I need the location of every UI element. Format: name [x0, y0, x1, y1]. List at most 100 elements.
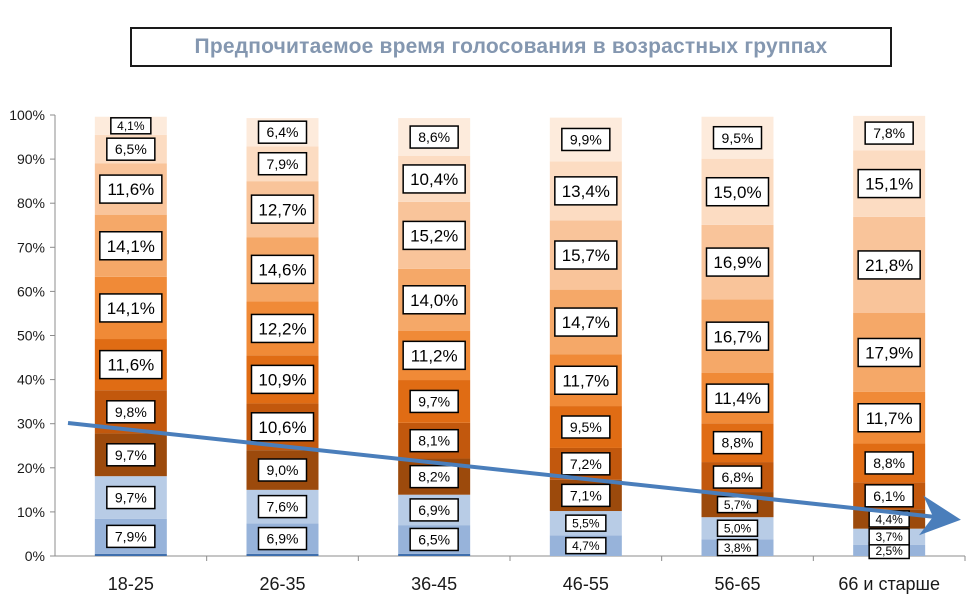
- data-label: 5,7%: [724, 498, 752, 512]
- data-label: 4,1%: [117, 119, 145, 133]
- data-label: 15,0%: [713, 183, 761, 202]
- labels-group: 7,9% 9,7% 9,7% 9,8% 11,6% 14,1% 14,1% 11,6% 6,5%…: [99, 117, 921, 560]
- y-tick-label: 0%: [25, 548, 45, 564]
- data-label-box: [565, 514, 607, 532]
- data-label-box: [409, 125, 459, 149]
- data-label: 7,9%: [115, 528, 147, 544]
- data-label-box: [257, 526, 308, 551]
- data-label: 6,5%: [115, 141, 147, 157]
- data-label: 6,4%: [267, 124, 299, 140]
- data-label-box: [106, 400, 156, 424]
- data-label: 6,9%: [418, 502, 450, 518]
- data-label: 10,6%: [258, 418, 306, 437]
- bar-segment: [398, 553, 471, 556]
- data-label-box: [864, 121, 914, 145]
- data-label: 14,7%: [562, 313, 610, 332]
- data-label: 8,1%: [418, 433, 450, 449]
- data-label: 9,7%: [418, 393, 450, 409]
- data-label: 5,0%: [724, 522, 752, 536]
- data-label: 4,7%: [572, 539, 600, 553]
- data-label-box: [561, 127, 611, 152]
- data-label-box: [554, 307, 618, 337]
- data-label-box: [99, 231, 163, 261]
- bars-group: [94, 115, 926, 556]
- data-label: 7,1%: [570, 487, 602, 503]
- data-label: 16,7%: [713, 327, 761, 346]
- data-label: 12,7%: [258, 200, 306, 219]
- data-label-box: [402, 220, 466, 251]
- y-tick-label: 20%: [17, 460, 45, 476]
- data-label: 11,2%: [411, 346, 458, 365]
- data-label-box: [409, 498, 459, 522]
- data-label-box: [99, 349, 163, 380]
- data-label-box: [250, 254, 315, 285]
- data-label-box: [857, 250, 921, 280]
- data-label: 15,1%: [865, 175, 913, 194]
- data-label: 9,7%: [115, 490, 147, 506]
- data-label-box: [106, 137, 156, 161]
- axis-group: 0% 10% 20% 30% 40% 50% 60% 70% 80% 90% 100%: [9, 107, 966, 564]
- data-label: 9,8%: [115, 404, 147, 420]
- data-label-box: [110, 117, 152, 135]
- x-tick-label: 36-45: [411, 574, 457, 594]
- y-tick-label: 30%: [17, 416, 45, 432]
- data-label: 6,9%: [267, 531, 299, 547]
- data-label-box: [106, 524, 156, 549]
- data-label: 9,9%: [570, 132, 602, 148]
- data-label-box: [409, 527, 459, 552]
- data-label-box: [705, 247, 770, 277]
- y-tick-label: 60%: [17, 283, 45, 299]
- data-label: 11,4%: [714, 389, 761, 408]
- x-tick-label: 46-55: [563, 574, 609, 594]
- x-tick-label: 66 и старше: [838, 574, 940, 594]
- data-label: 6,5%: [418, 532, 450, 548]
- data-label: 12,2%: [258, 320, 306, 339]
- data-label-box: [712, 465, 763, 489]
- xticks-group: 18-25 26-35 36-45 46-55 56-65 66 и старше: [108, 574, 940, 594]
- data-label-box: [106, 485, 156, 510]
- data-label-box: [716, 519, 759, 537]
- data-label: 11,7%: [562, 371, 609, 390]
- data-label: 14,0%: [410, 291, 458, 310]
- data-label-box: [712, 430, 763, 455]
- data-label: 7,8%: [873, 125, 905, 141]
- chart-title: Предпочитаемое время голосования в возра…: [194, 35, 828, 58]
- data-label-box: [250, 194, 315, 224]
- data-label: 9,5%: [570, 419, 602, 435]
- data-label-box: [402, 340, 466, 371]
- data-label-box: [250, 313, 315, 344]
- data-label-box: [565, 536, 607, 555]
- data-label: 7,9%: [267, 156, 299, 172]
- data-label: 9,0%: [267, 462, 299, 478]
- x-tick-label: 18-25: [108, 574, 154, 594]
- data-label-box: [705, 321, 770, 351]
- data-label-box: [712, 125, 763, 150]
- data-label-box: [250, 412, 315, 442]
- data-label: 17,9%: [865, 344, 913, 363]
- data-label: 13,4%: [562, 182, 610, 201]
- data-label: 4,4%: [875, 512, 903, 526]
- data-label-box: [257, 151, 308, 176]
- data-label: 6,1%: [873, 488, 905, 504]
- data-label-box: [561, 415, 611, 439]
- data-label: 16,9%: [713, 253, 761, 272]
- x-tick-label: 26-35: [259, 574, 305, 594]
- data-label: 8,8%: [873, 455, 905, 471]
- trend-arrow: [67, 421, 961, 536]
- data-label: 21,8%: [865, 256, 913, 275]
- y-tick-label: 40%: [17, 372, 45, 388]
- data-label-box: [257, 494, 308, 519]
- bar-segment: [246, 553, 319, 556]
- data-label: 8,6%: [418, 129, 450, 145]
- data-label-box: [402, 164, 466, 194]
- chart-title-box: Предпочитаемое время голосования в возра…: [130, 27, 892, 67]
- data-label: 9,7%: [115, 447, 147, 463]
- data-label: 2,5%: [875, 544, 903, 558]
- data-label: 5,5%: [572, 516, 600, 530]
- data-label: 7,6%: [267, 499, 299, 515]
- data-label-box: [106, 443, 156, 467]
- data-label: 3,8%: [724, 541, 752, 555]
- y-tick-label: 50%: [17, 328, 45, 344]
- data-label: 11,6%: [107, 180, 154, 199]
